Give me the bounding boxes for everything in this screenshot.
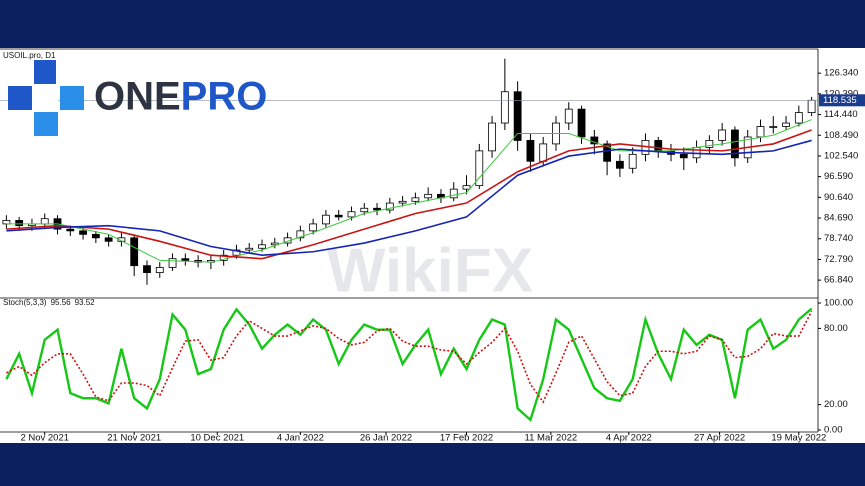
candle-body xyxy=(500,91,509,124)
moving-average xyxy=(6,129,812,260)
x-tick-label: 19 May 2022 xyxy=(771,433,826,444)
x-tick-label: 4 Apr 2022 xyxy=(606,433,652,444)
candle-body xyxy=(590,136,599,145)
candle-body xyxy=(628,153,637,169)
y-tick-label: 0.00 xyxy=(824,425,843,436)
current-price-box xyxy=(819,94,865,107)
candle-body xyxy=(603,143,612,162)
candle-body xyxy=(679,153,688,159)
watermark: WikiFX xyxy=(327,236,533,305)
candle-body xyxy=(232,249,241,256)
x-tick-label: 2 Nov 2021 xyxy=(20,433,69,444)
candle-body xyxy=(488,122,496,152)
x-tick-label: 11 Mar 2022 xyxy=(525,433,578,444)
candle-body xyxy=(245,247,254,251)
candle-body xyxy=(15,220,24,227)
logo-square xyxy=(34,60,56,84)
moving-average xyxy=(6,139,812,257)
candle-body xyxy=(334,214,343,218)
candle-body xyxy=(360,207,369,213)
y-tick-label: 66.840 xyxy=(824,275,853,286)
candle-body xyxy=(322,214,330,225)
y-tick-label: 96.590 xyxy=(824,171,853,182)
candle-body xyxy=(168,258,177,268)
candle-body xyxy=(718,129,727,141)
stochastic-line xyxy=(5,307,813,422)
candle-body xyxy=(475,150,484,187)
candle-body xyxy=(143,265,151,274)
candle-body xyxy=(424,193,433,199)
price-panel: 126.340 120.390 114.440 108.490 102.540 96.59… xyxy=(0,51,865,286)
candle-body xyxy=(373,207,381,211)
y-tick-label: 84.690 xyxy=(824,213,853,224)
logo-square xyxy=(8,86,32,110)
logo-square xyxy=(60,86,84,110)
stochastic-panel: 100.00 80.00 20.00 0.00 Stoch(5,3,3) 95.56 93.… xyxy=(3,298,853,444)
candle-body xyxy=(181,258,190,261)
x-tick-label: 21 Nov 2021 xyxy=(107,433,161,444)
indicator-title: Stoch(5,3,3) xyxy=(3,298,47,307)
stochastic-line xyxy=(6,310,813,404)
y-tick-label: 108.490 xyxy=(824,130,858,141)
logo-text: ONEPRO xyxy=(94,75,267,119)
current-price-label: 118.535 xyxy=(823,95,857,106)
y-tick-label: 114.440 xyxy=(824,109,858,120)
candle-body xyxy=(577,108,586,138)
candle-body xyxy=(794,112,803,124)
candle-body xyxy=(731,129,739,159)
candle-body xyxy=(756,126,765,138)
candle-body xyxy=(91,233,100,239)
candle-body xyxy=(526,140,535,162)
indicator-value: 93.52 xyxy=(75,298,96,307)
candle-body xyxy=(155,266,164,274)
candle-body xyxy=(615,160,624,169)
x-tick-label: 17 Feb 2022 xyxy=(440,433,493,444)
candle-body xyxy=(130,237,139,267)
candle-body xyxy=(79,230,87,235)
x-tick-label: 10 Dec 2021 xyxy=(190,433,244,444)
candle-body xyxy=(258,244,266,249)
candle-body xyxy=(462,185,471,190)
candle-body xyxy=(513,91,522,141)
y-tick-label: 90.640 xyxy=(824,192,853,203)
candle-body xyxy=(539,143,548,162)
x-tick-label: 4 Jan 2022 xyxy=(277,433,324,444)
y-tick-label: 126.340 xyxy=(824,68,858,79)
candle-body xyxy=(296,230,305,239)
y-tick-label: 72.790 xyxy=(824,254,853,265)
candle-body xyxy=(398,200,407,204)
indicator-value: 95.56 xyxy=(51,298,72,307)
candle-body xyxy=(385,202,394,211)
candle-body xyxy=(782,122,790,127)
candle-body xyxy=(40,218,49,225)
candle-body xyxy=(309,223,318,232)
logo-square xyxy=(34,112,58,136)
y-tick-label: 20.00 xyxy=(824,399,848,410)
candle-body xyxy=(66,228,75,232)
candle-body xyxy=(705,140,714,148)
candle-body xyxy=(449,188,458,199)
y-tick-label: 78.740 xyxy=(824,233,853,244)
logo: ONEPRO xyxy=(8,60,267,136)
moving-average xyxy=(6,119,812,263)
candle-body xyxy=(654,140,663,152)
chart-area xyxy=(0,48,865,443)
candle-body xyxy=(769,126,778,128)
candle-body xyxy=(104,237,113,242)
candle-body xyxy=(347,211,356,218)
candle-body xyxy=(411,197,420,202)
candle-body xyxy=(807,99,816,114)
y-tick-label: 120.390 xyxy=(824,88,858,99)
candle-body xyxy=(270,242,279,246)
candle-body xyxy=(2,220,11,225)
candle-body xyxy=(564,108,573,124)
x-tick-label: 27 Apr 2022 xyxy=(694,433,745,444)
y-tick-label: 100.00 xyxy=(824,298,853,309)
y-tick-label: 102.540 xyxy=(824,150,858,161)
y-tick-label: 80.00 xyxy=(824,323,848,334)
chart-title: USOIL.pro, D1 xyxy=(3,51,56,60)
x-tick-label: 26 Jan 2022 xyxy=(360,433,412,444)
